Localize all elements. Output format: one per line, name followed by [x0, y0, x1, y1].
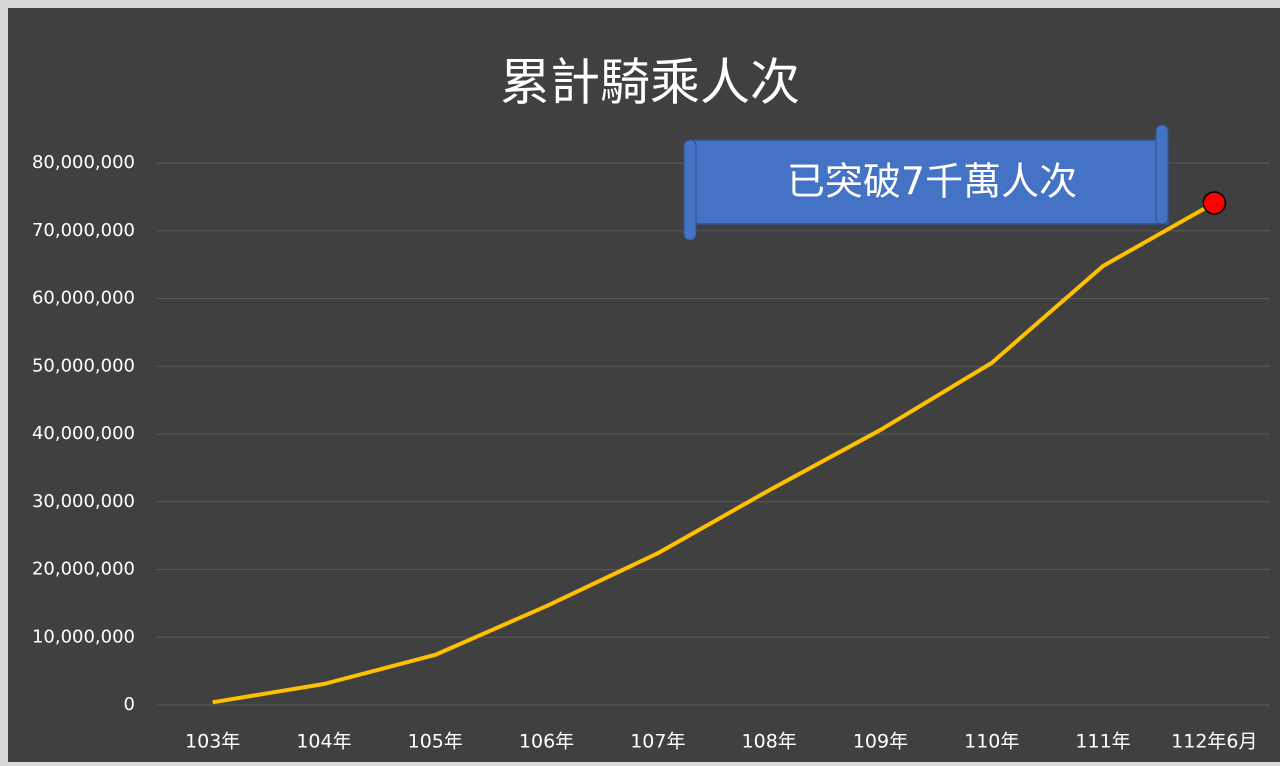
chart-panel: [8, 8, 1280, 762]
x-tick-label: 103年: [185, 731, 240, 753]
x-tick-label: 108年: [742, 731, 797, 753]
line: [212, 201, 1216, 705]
y-tick-label: 60,000,000: [32, 288, 135, 309]
x-tick-label: 112年6月: [1171, 731, 1257, 753]
x-tick-label: 107年: [630, 731, 685, 753]
highlight-marker: [1202, 191, 1227, 215]
banner-roll-right: [1155, 124, 1169, 225]
x-tick-label: 105年: [408, 731, 463, 753]
y-tick-label: 40,000,000: [32, 423, 135, 444]
annotation-banner: 已突破7千萬人次: [683, 124, 1169, 241]
x-tick-label: 109年: [853, 731, 908, 753]
chart-title: 累計騎乘人次: [500, 54, 800, 112]
x-tick-label: 110年: [964, 731, 1019, 753]
y-tick-label: 10,000,000: [32, 626, 135, 647]
y-tick-label: 30,000,000: [32, 491, 135, 512]
x-tick-label: 106年: [519, 731, 574, 753]
annotation-text: 已突破7千萬人次: [787, 160, 1077, 204]
x-tick-label: 111年: [1075, 731, 1130, 753]
banner-roll-left: [683, 139, 697, 241]
y-tick-label: 80,000,000: [32, 152, 135, 173]
y-tick-label: 50,000,000: [32, 355, 135, 376]
y-tick-label: 70,000,000: [32, 220, 135, 241]
x-tick-label: 104年: [296, 731, 351, 753]
y-tick-label: 0: [124, 694, 135, 715]
y-tick-label: 20,000,000: [32, 559, 135, 580]
